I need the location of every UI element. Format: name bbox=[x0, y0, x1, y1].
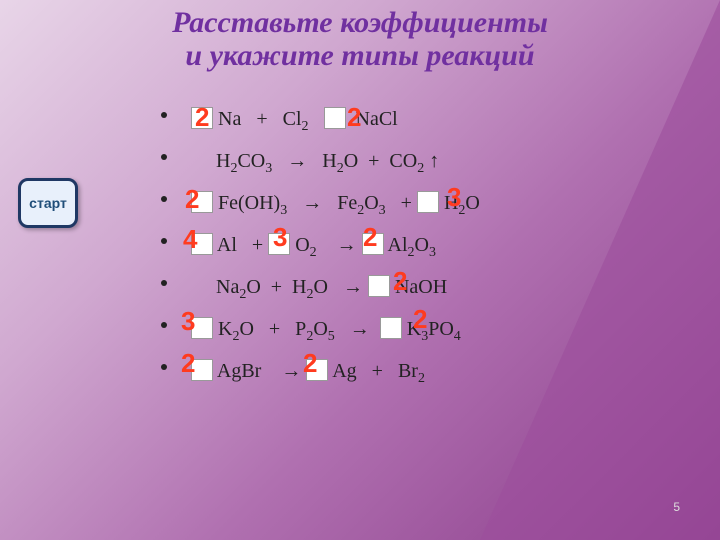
equation-row: 4 3 2 Al + O2 → Al2O3 bbox=[175, 226, 635, 268]
bullet-icon bbox=[161, 154, 167, 160]
equation-row: 2 2 Na + Cl2 NaCl bbox=[175, 100, 635, 142]
coefficient: 2 bbox=[413, 304, 427, 335]
bullet-icon bbox=[161, 322, 167, 328]
page-number: 5 bbox=[673, 500, 680, 514]
coefficient: 2 bbox=[181, 348, 195, 379]
bullet-icon bbox=[161, 364, 167, 370]
slide-title: Расставьте коэффициенты и укажите типы р… bbox=[0, 6, 720, 72]
bullet-icon bbox=[161, 280, 167, 286]
equation-text: Na2O + H2O → NaOH bbox=[191, 276, 447, 303]
coefficient: 2 bbox=[347, 102, 361, 133]
coefficient: 2 bbox=[363, 222, 377, 253]
coefficient: 2 bbox=[185, 184, 199, 215]
equation-text: Fe(OH)3 → Fe2O3 + H2O bbox=[191, 192, 480, 219]
bullet-icon bbox=[161, 112, 167, 118]
coefficient: 2 bbox=[195, 102, 209, 133]
coefficient: 2 bbox=[303, 348, 317, 379]
title-line-2: и укажите типы реакций bbox=[185, 39, 534, 72]
equation-text: Na + Cl2 NaCl bbox=[191, 108, 398, 135]
coefficient: 4 bbox=[183, 224, 197, 255]
start-button[interactable]: старт bbox=[18, 178, 78, 228]
coefficient: 3 bbox=[273, 222, 287, 253]
bullet-icon bbox=[161, 196, 167, 202]
equation-text: H2CO3 → H2O + CO2 ↑ bbox=[191, 150, 439, 177]
slide-background: Расставьте коэффициенты и укажите типы р… bbox=[0, 0, 720, 540]
equation-row: 2 3 Fe(OH)3 → Fe2O3 + H2O bbox=[175, 184, 635, 226]
start-button-label: старт bbox=[29, 195, 67, 211]
bullet-icon bbox=[161, 238, 167, 244]
coefficient: 2 bbox=[393, 266, 407, 297]
coefficient: 3 bbox=[181, 306, 195, 337]
equation-row: 2 2 AgBr → Ag + Br2 bbox=[175, 352, 635, 394]
equation-row: 2 Na2O + H2O → NaOH bbox=[175, 268, 635, 310]
equation-text: Al + O2 → Al2O3 bbox=[191, 234, 436, 261]
equations-list: 2 2 Na + Cl2 NaCl H2CO3 → H2O + CO2 ↑ 2 … bbox=[175, 100, 635, 394]
equation-row: H2CO3 → H2O + CO2 ↑ bbox=[175, 142, 635, 184]
title-line-1: Расставьте коэффициенты bbox=[172, 6, 548, 39]
coefficient: 3 bbox=[447, 182, 461, 213]
equation-row: 3 2 K2O + P2O5 → K3PO4 bbox=[175, 310, 635, 352]
